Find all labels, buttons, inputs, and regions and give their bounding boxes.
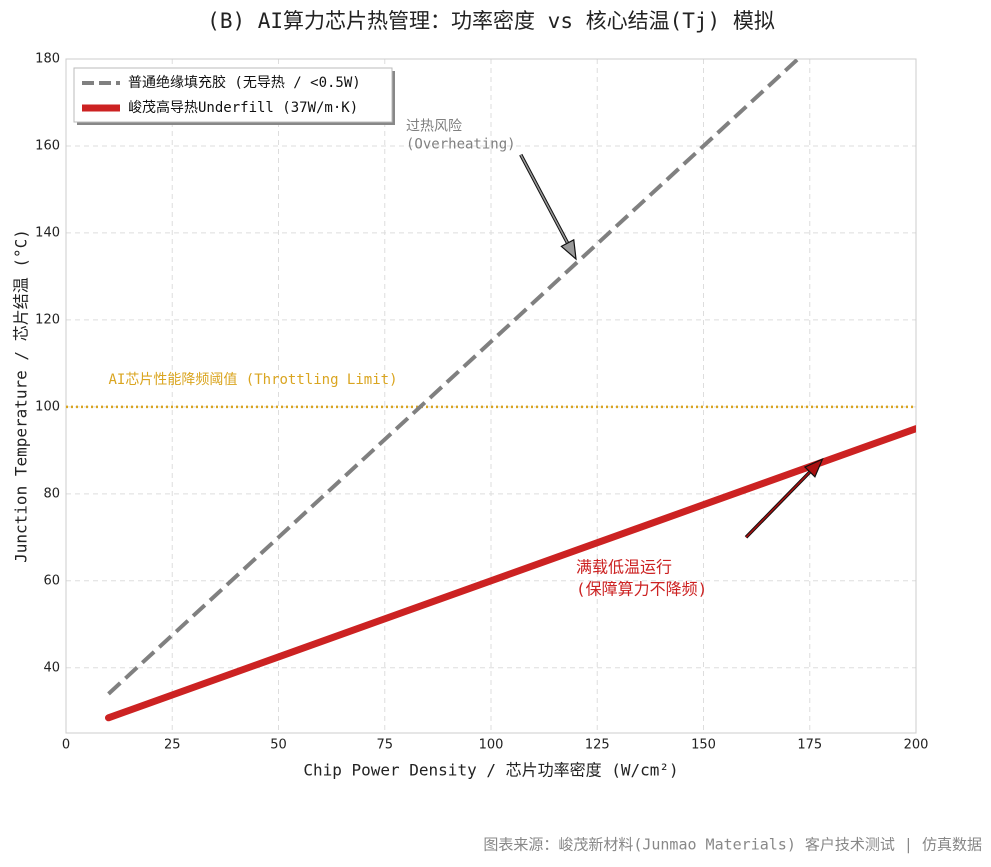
x-tick-label: 75 [376, 738, 393, 753]
legend-label: 普通绝缘填充胶 (无导热 / <0.5W) [128, 74, 361, 91]
annotation-arrow [745, 471, 811, 538]
annotation-arrowhead [803, 457, 824, 478]
annotation-arrow [520, 154, 569, 244]
footer: 图表来源：峻茂新材料(Junmao Materials) 客户技术测试 | 仿真… [483, 836, 982, 854]
y-tick-label: 120 [35, 312, 60, 327]
plot-frame [65, 58, 917, 734]
chart-title: (B) AI算力芯片热管理：功率密度 vs 核心结温(Tj) 模拟 [207, 9, 775, 33]
y-tick-label: 80 [43, 486, 60, 501]
annotation-arrowhead [560, 238, 577, 261]
series-line [105, 425, 916, 722]
threshold-label: AI芯片性能降频阈值 (Throttling Limit) [109, 372, 398, 388]
x-axis-label: Chip Power Density / 芯片功率密度 (W/cm²) [303, 761, 678, 780]
x-tick-label: 25 [164, 738, 181, 753]
x-tick-label: 0 [62, 738, 70, 753]
y-tick-label: 180 [35, 52, 60, 67]
y-axis-label: Junction Temperature / 芯片结温 (°C) [12, 229, 31, 563]
y-tick-label: 60 [43, 573, 60, 588]
series-line [107, 59, 801, 696]
legend [73, 67, 393, 123]
y-tick-label: 40 [43, 660, 60, 675]
x-tick-label: 150 [691, 738, 716, 753]
y-tick-label: 140 [35, 225, 60, 240]
x-tick-label: 175 [797, 738, 822, 753]
y-tick-label: 160 [35, 138, 60, 153]
annotation-text: (保障算力不降频) [576, 579, 707, 598]
x-tick-label: 125 [585, 738, 610, 753]
x-tick-label: 200 [904, 738, 929, 753]
annotation-text: 过热风险 [406, 119, 462, 135]
plot-area [105, 59, 916, 722]
x-tick-label: 100 [479, 738, 504, 753]
x-tick-label: 50 [270, 738, 287, 753]
annotation-text: (Overheating) [406, 137, 516, 153]
y-tick-label: 100 [35, 399, 60, 414]
annotation-text: 满载低温运行 [576, 557, 672, 576]
legend-label: 峻茂高导热Underfill (37W/m·K) [128, 99, 358, 116]
